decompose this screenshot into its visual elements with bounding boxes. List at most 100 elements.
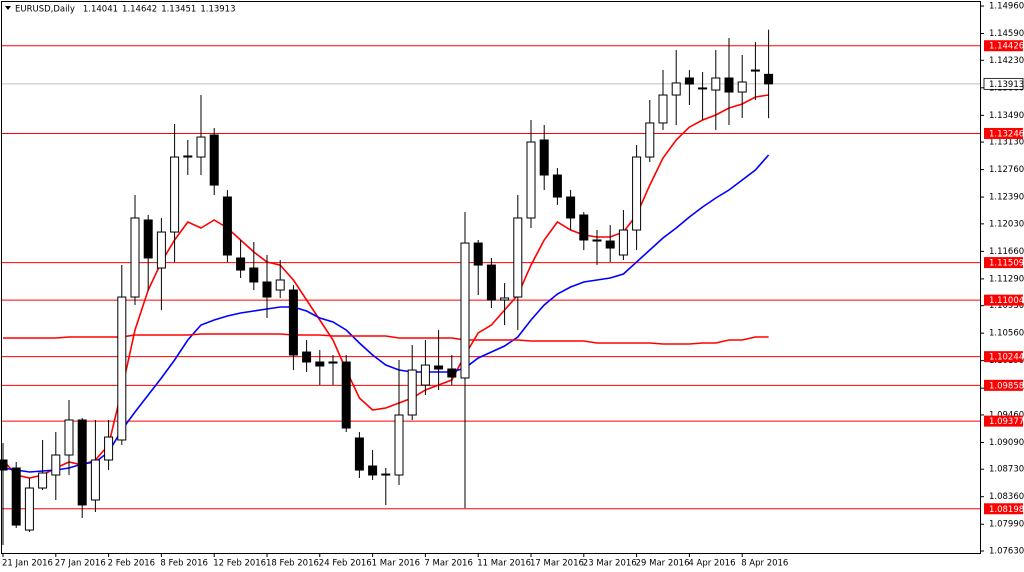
- x-tick-label: 2 Feb 2016: [108, 559, 156, 569]
- level-label: 1.11509: [989, 259, 1024, 269]
- header-close: 1.13913: [200, 5, 235, 15]
- x-tick-label: 24 Feb 2016: [319, 559, 372, 569]
- candle-body: [0, 459, 8, 471]
- x-tick-label: 7 Mar 2016: [424, 559, 472, 569]
- moving-average-line: [2, 154, 770, 473]
- level-label-box: [984, 415, 1023, 427]
- candle-body: [130, 217, 140, 298]
- level-label: 1.08198: [989, 505, 1024, 515]
- candle-body: [539, 139, 549, 176]
- candle-body: [236, 257, 246, 271]
- level-label: 1.14426: [989, 42, 1024, 52]
- header-open: 1.14041: [83, 5, 118, 15]
- candle-body: [51, 454, 61, 476]
- candle-body: [38, 472, 48, 489]
- candle-body: [117, 296, 127, 441]
- level-label-box: [984, 351, 1023, 363]
- plot-layer: [0, 29, 980, 545]
- candle-body: [368, 465, 378, 476]
- candle-body: [658, 94, 668, 124]
- candle-body: [262, 281, 272, 298]
- x-tick-label: 8 Apr 2016: [741, 559, 788, 569]
- moving-average-line: [3, 333, 769, 345]
- x-tick-label: 18 Feb 2016: [266, 559, 319, 569]
- candle-body: [500, 297, 510, 301]
- candle-body: [698, 87, 708, 90]
- candle-body: [328, 361, 338, 364]
- x-tick-label: 4 Apr 2016: [688, 559, 735, 569]
- candle-body: [275, 279, 285, 291]
- candle-body: [209, 134, 219, 186]
- candle-body: [288, 289, 298, 356]
- candle-body: [407, 369, 417, 416]
- y-tick-label: 1.07990: [989, 520, 1024, 530]
- candle-body: [764, 73, 774, 85]
- candle-body: [249, 267, 259, 283]
- candle-body: [566, 196, 576, 219]
- level-label-box: [984, 40, 1023, 52]
- y-tick-label: 1.14590: [989, 29, 1024, 39]
- x-tick-label: 8 Feb 2016: [160, 559, 208, 569]
- level-label: 1.13246: [989, 129, 1024, 139]
- candle-body: [77, 419, 87, 506]
- chart-title: EURUSD,Daily: [15, 5, 75, 15]
- y-tick-label: 1.10560: [989, 329, 1024, 339]
- level-label-box: [984, 127, 1023, 139]
- current-price-box: [983, 77, 1024, 90]
- y-tick-label: 1.11290: [989, 274, 1024, 284]
- x-tick-label: 1 Mar 2016: [372, 559, 420, 569]
- candle-body: [24, 487, 34, 531]
- candle-body: [724, 77, 734, 93]
- candle-body: [222, 196, 232, 256]
- candle-body: [645, 122, 655, 158]
- y-tick-label: 1.08730: [989, 465, 1024, 475]
- candle-body: [302, 351, 312, 363]
- candle-body: [579, 214, 589, 241]
- candle-body: [394, 414, 404, 476]
- candle-body: [671, 82, 681, 96]
- candle-body: [381, 473, 391, 476]
- candle-body: [750, 69, 760, 72]
- y-tick-label: 1.09460: [989, 410, 1024, 420]
- candle-body: [486, 264, 496, 301]
- y-tick-label: 1.13490: [989, 111, 1024, 121]
- candle-body: [434, 365, 444, 370]
- candle-body: [552, 174, 562, 198]
- y-tick-label: 1.14960: [989, 2, 1024, 12]
- y-tick-label: 1.12760: [989, 165, 1024, 175]
- candle-body: [526, 141, 536, 219]
- candle-body: [354, 437, 364, 471]
- candle-body: [11, 467, 21, 526]
- level-label-box: [984, 294, 1023, 306]
- menu-triangle[interactable]: [5, 6, 11, 10]
- candle-body: [170, 156, 180, 233]
- level-label: 1.09858: [989, 381, 1024, 391]
- candle-body: [592, 239, 602, 242]
- candle-body: [315, 361, 325, 367]
- x-tick-label: 29 Mar 2016: [636, 559, 690, 569]
- candle-body: [684, 77, 694, 85]
- x-tick-label: 21 Jan 2016: [2, 559, 53, 569]
- y-tick-label: 1.08360: [989, 492, 1024, 502]
- y-tick-label: 1.07630: [989, 546, 1024, 556]
- y-tick-label: 1.14230: [989, 56, 1024, 66]
- candle-body: [473, 242, 483, 266]
- x-tick-label: 11 Mar 2016: [477, 559, 531, 569]
- x-tick-label: 23 Mar 2016: [583, 559, 637, 569]
- y-tick-label: 1.12390: [989, 193, 1024, 203]
- candle-body: [513, 217, 523, 298]
- candle-body: [711, 77, 721, 91]
- y-tick-label: 1.10930: [989, 301, 1024, 311]
- candle-body: [447, 368, 457, 378]
- level-label: 1.10244: [989, 353, 1024, 363]
- candle-body: [90, 459, 100, 501]
- level-label-box: [984, 257, 1023, 269]
- level-label: 1.09377: [989, 417, 1024, 427]
- candle-body: [618, 229, 628, 256]
- candle-body: [420, 364, 430, 386]
- candle-body: [460, 242, 470, 379]
- candle-body: [605, 240, 615, 249]
